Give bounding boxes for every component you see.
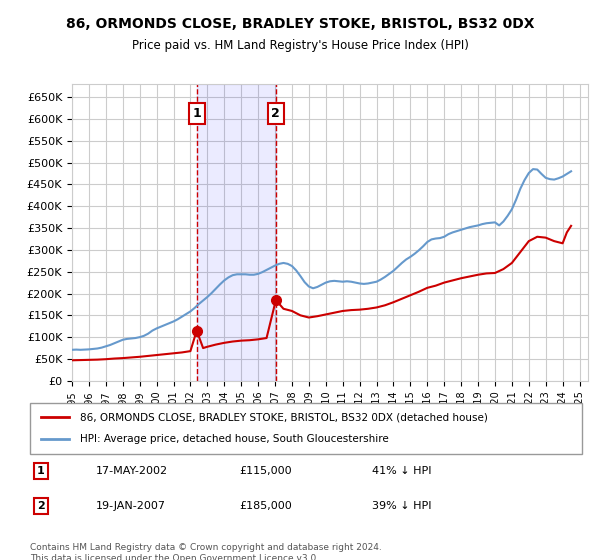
Text: HPI: Average price, detached house, South Gloucestershire: HPI: Average price, detached house, Sout… <box>80 435 388 445</box>
FancyBboxPatch shape <box>30 403 582 454</box>
Text: Price paid vs. HM Land Registry's House Price Index (HPI): Price paid vs. HM Land Registry's House … <box>131 39 469 52</box>
Text: 41% ↓ HPI: 41% ↓ HPI <box>372 466 432 476</box>
Text: 19-JAN-2007: 19-JAN-2007 <box>96 501 166 511</box>
Text: 2: 2 <box>37 501 45 511</box>
Text: 1: 1 <box>193 107 201 120</box>
Text: £115,000: £115,000 <box>240 466 292 476</box>
Text: 86, ORMONDS CLOSE, BRADLEY STOKE, BRISTOL, BS32 0DX (detached house): 86, ORMONDS CLOSE, BRADLEY STOKE, BRISTO… <box>80 412 488 422</box>
Bar <box>197 84 276 381</box>
Text: £185,000: £185,000 <box>240 501 293 511</box>
Text: 2: 2 <box>271 107 280 120</box>
Text: 39% ↓ HPI: 39% ↓ HPI <box>372 501 432 511</box>
Text: 1: 1 <box>37 466 45 476</box>
Text: 86, ORMONDS CLOSE, BRADLEY STOKE, BRISTOL, BS32 0DX: 86, ORMONDS CLOSE, BRADLEY STOKE, BRISTO… <box>66 17 534 31</box>
Text: Contains HM Land Registry data © Crown copyright and database right 2024.
This d: Contains HM Land Registry data © Crown c… <box>30 543 382 560</box>
Text: 17-MAY-2002: 17-MAY-2002 <box>96 466 169 476</box>
